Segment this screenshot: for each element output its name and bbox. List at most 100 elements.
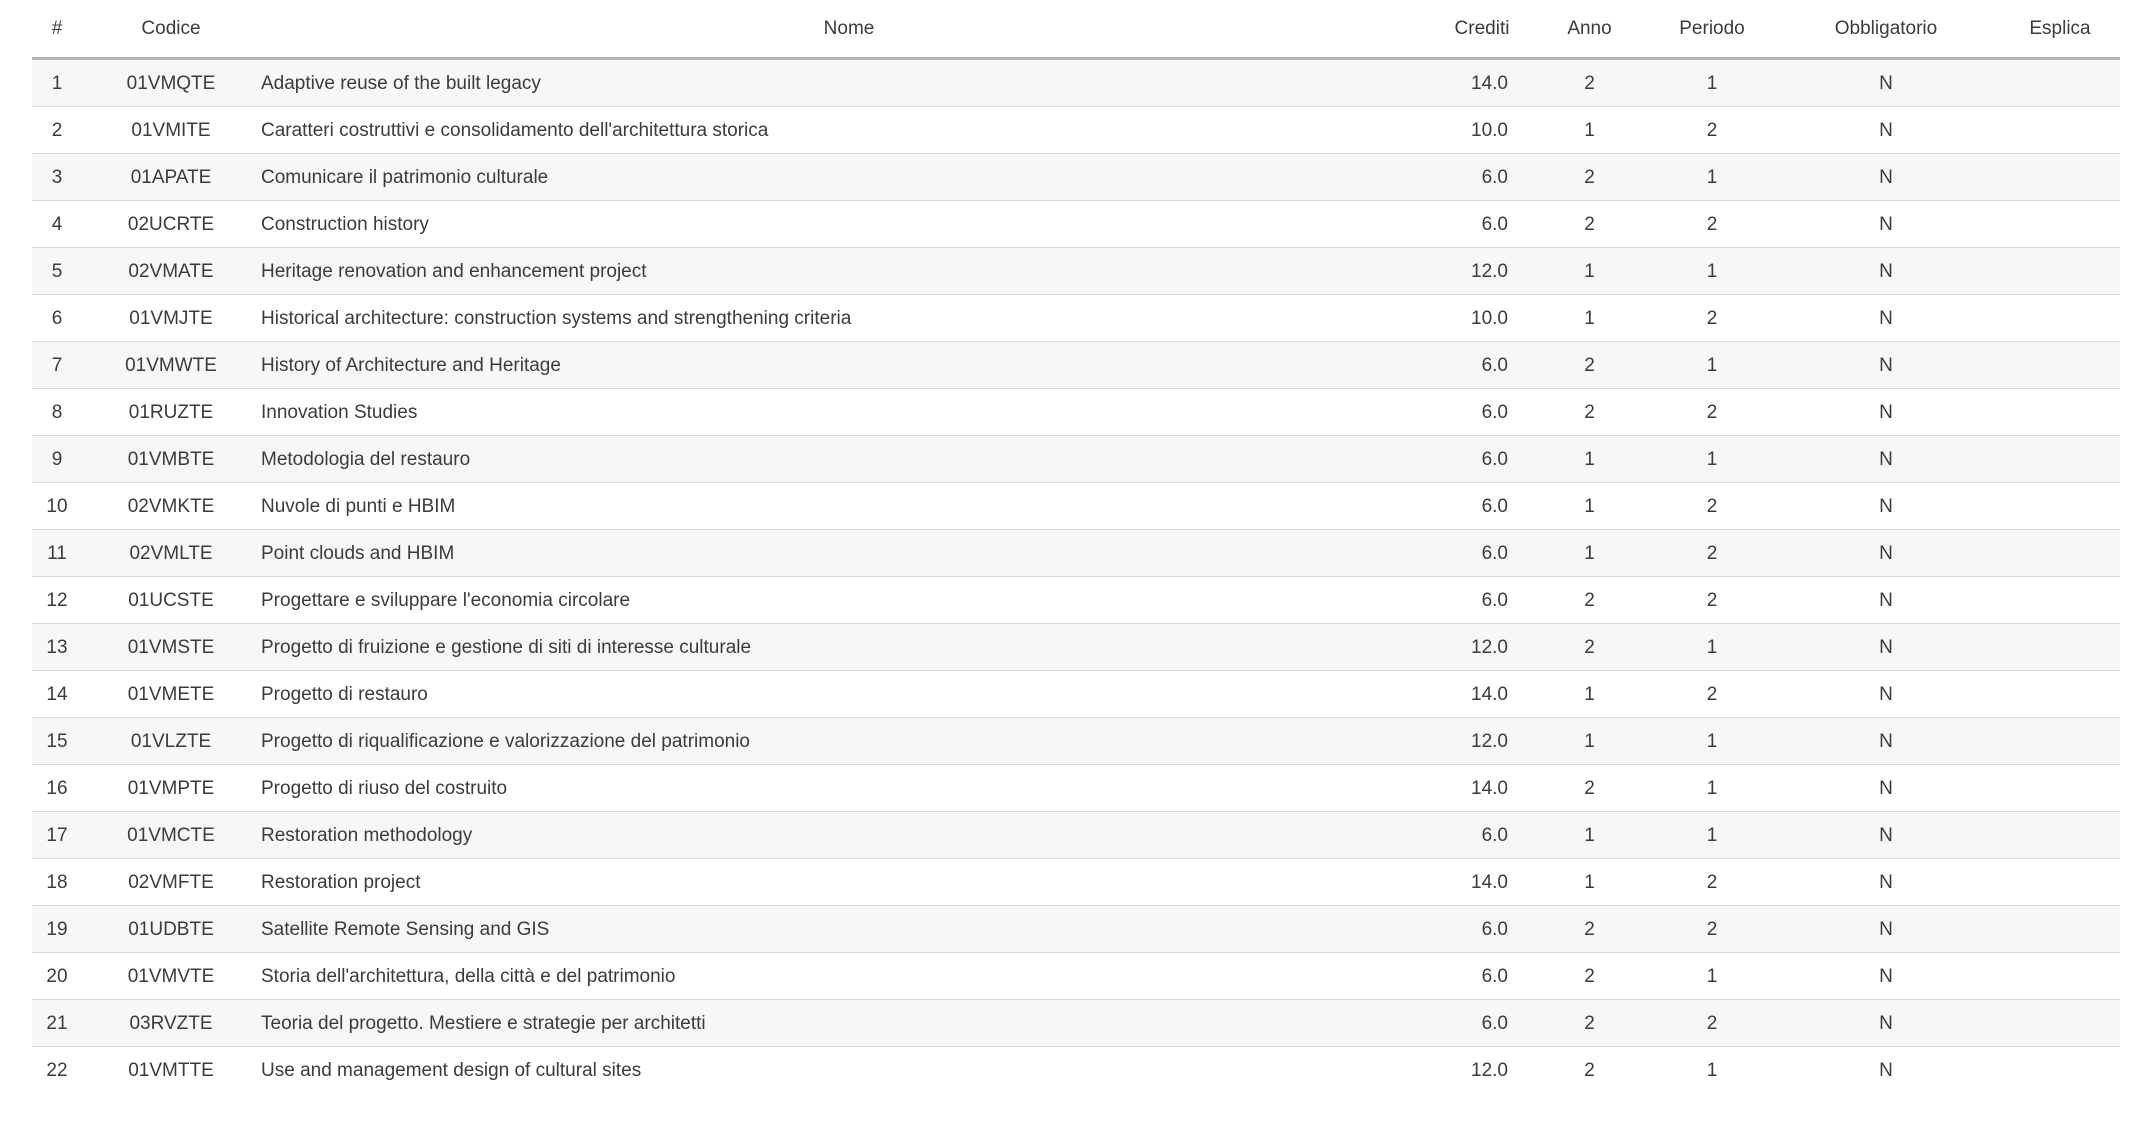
cell-crediti: 6.0 <box>1481 824 1508 846</box>
cell-crediti: 14.0 <box>1471 777 1508 799</box>
cell-codice: 01VMPTE <box>127 777 215 799</box>
table-row: 13 01VMSTE Progetto di fruizione e gestion… <box>32 623 2120 671</box>
cell-anno: 2 <box>1584 965 1595 987</box>
cell-num: 19 <box>46 918 68 940</box>
cell-anno: 1 <box>1584 448 1595 470</box>
cell-anno: 1 <box>1584 260 1595 282</box>
cell-obbligatorio: N <box>1879 542 1893 564</box>
cell-codice: 01VMETE <box>127 683 215 705</box>
cell-periodo: 2 <box>1706 871 1718 893</box>
cell-num: 7 <box>51 354 63 376</box>
cell-num: 18 <box>46 871 68 893</box>
cell-esplica <box>2000 812 2120 859</box>
cell-periodo: 1 <box>1706 72 1718 94</box>
table-row: 4 02UCRTE Construction history 6.0 2 2 N <box>32 200 2120 248</box>
cell-codice: 01VMJTE <box>129 307 213 329</box>
cell-num: 10 <box>46 495 68 517</box>
cell-crediti: 14.0 <box>1471 683 1508 705</box>
cell-anno: 2 <box>1584 166 1595 188</box>
cell-esplica <box>2000 859 2120 906</box>
cell-nome: Teoria del progetto. Mestiere e strategi… <box>261 1012 706 1034</box>
cell-obbligatorio: N <box>1879 871 1893 893</box>
cell-periodo: 1 <box>1706 166 1718 188</box>
cell-periodo: 1 <box>1706 965 1718 987</box>
column-header-num: # <box>32 0 82 60</box>
cell-obbligatorio: N <box>1879 401 1893 423</box>
cell-periodo: 2 <box>1706 307 1718 329</box>
cell-periodo: 1 <box>1706 777 1718 799</box>
cell-periodo: 1 <box>1706 448 1718 470</box>
cell-esplica <box>2000 530 2120 577</box>
cell-anno: 1 <box>1584 871 1595 893</box>
cell-obbligatorio: N <box>1879 119 1893 141</box>
cell-crediti: 6.0 <box>1481 965 1508 987</box>
table-row: 20 01VMVTE Storia dell'architettura, della… <box>32 952 2120 1000</box>
cell-codice: 02VMATE <box>128 260 214 282</box>
cell-anno: 2 <box>1584 401 1595 423</box>
column-header-nome: Nome <box>260 0 1437 60</box>
cell-periodo: 1 <box>1706 636 1718 658</box>
cell-codice: 01UCSTE <box>128 589 214 611</box>
cell-num: 1 <box>51 72 63 94</box>
cell-anno: 1 <box>1584 542 1595 564</box>
cell-num: 8 <box>51 401 63 423</box>
cell-periodo: 2 <box>1706 119 1718 141</box>
cell-num: 20 <box>46 965 68 987</box>
cell-num: 21 <box>46 1012 68 1034</box>
table-row: 8 01RUZTE Innovation Studies 6.0 2 2 N <box>32 388 2120 436</box>
table-row: 12 01UCSTE Progettare e sviluppare l'econo… <box>32 576 2120 624</box>
cell-esplica <box>2000 1047 2120 1094</box>
cell-nome: Progetto di riuso del costruito <box>261 777 508 799</box>
cell-obbligatorio: N <box>1879 354 1893 376</box>
cell-codice: 02VMKTE <box>127 495 215 517</box>
cell-esplica <box>2000 389 2120 436</box>
table-row: 10 02VMKTE Nuvole di punti e HBIM 6.0 1 2 N <box>32 482 2120 530</box>
cell-anno: 2 <box>1584 777 1595 799</box>
cell-periodo: 2 <box>1706 918 1718 940</box>
cell-obbligatorio: N <box>1879 918 1893 940</box>
cell-obbligatorio: N <box>1879 824 1893 846</box>
cell-codice: 02UCRTE <box>127 213 215 235</box>
cell-crediti: 12.0 <box>1471 1059 1508 1081</box>
column-header-esplica: Esplica <box>2000 0 2120 60</box>
cell-obbligatorio: N <box>1879 448 1893 470</box>
header-row: # Codice Nome Crediti Anno Periodo Obbli… <box>32 0 2120 60</box>
cell-nome: Restoration project <box>261 871 421 893</box>
cell-num: 16 <box>46 777 68 799</box>
cell-nome: Metodologia del restauro <box>261 448 471 470</box>
cell-obbligatorio: N <box>1879 683 1893 705</box>
cell-esplica <box>2000 436 2120 483</box>
cell-esplica <box>2000 342 2120 389</box>
cell-anno: 2 <box>1584 636 1595 658</box>
cell-crediti: 6.0 <box>1481 166 1508 188</box>
table-row: 6 01VMJTE Historical architecture: constru… <box>32 294 2120 342</box>
cell-anno: 1 <box>1584 730 1595 752</box>
cell-esplica <box>2000 248 2120 295</box>
cell-esplica <box>2000 1000 2120 1047</box>
cell-crediti: 6.0 <box>1481 401 1508 423</box>
cell-nome: Satellite Remote Sensing and GIS <box>261 918 550 940</box>
cell-crediti: 6.0 <box>1481 495 1508 517</box>
cell-anno: 1 <box>1584 683 1595 705</box>
cell-num: 6 <box>51 307 63 329</box>
cell-codice: 01UDBTE <box>128 918 214 940</box>
cell-codice: 01VLZTE <box>130 730 212 752</box>
cell-anno: 2 <box>1584 1059 1595 1081</box>
table-row: 21 03RVZTE Teoria del progetto. Mestiere e… <box>32 999 2120 1047</box>
cell-anno: 1 <box>1584 824 1595 846</box>
cell-num: 15 <box>46 730 68 752</box>
column-header-crediti: Crediti <box>1437 0 1527 60</box>
cell-crediti: 6.0 <box>1481 213 1508 235</box>
cell-codice: 01VMBTE <box>127 448 215 470</box>
cell-num: 14 <box>46 683 68 705</box>
cell-periodo: 1 <box>1706 1059 1718 1081</box>
cell-nome: Nuvole di punti e HBIM <box>261 495 456 517</box>
cell-anno: 1 <box>1584 495 1595 517</box>
cell-obbligatorio: N <box>1879 260 1893 282</box>
cell-obbligatorio: N <box>1879 307 1893 329</box>
cell-nome: Point clouds and HBIM <box>261 542 455 564</box>
cell-periodo: 1 <box>1706 260 1718 282</box>
cell-crediti: 12.0 <box>1471 730 1508 752</box>
cell-esplica <box>2000 718 2120 765</box>
cell-periodo: 1 <box>1706 824 1718 846</box>
